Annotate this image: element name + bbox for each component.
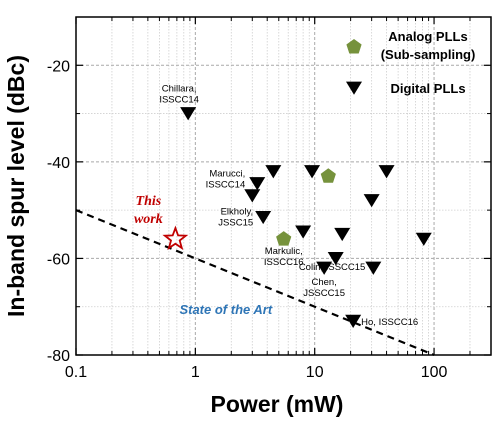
x-tick-label: 1 [191, 364, 200, 381]
analog-pll-marker [276, 231, 292, 246]
point-annotation: JSSCC15 [303, 288, 345, 299]
digital-pll-marker [334, 227, 351, 242]
x-tick-label: 10 [306, 364, 324, 381]
legend-analog-marker [346, 39, 362, 54]
digital-pll-marker [255, 210, 272, 225]
point-annotation: ISSCC14 [206, 180, 246, 191]
x-tick-label: 0.1 [65, 364, 87, 381]
x-tick-label: 100 [421, 364, 448, 381]
digital-pll-marker [180, 107, 197, 121]
this-work-label: This [136, 194, 162, 209]
annotation-layer: State of the Art Markulic,ISSCC16 Chillara… [134, 84, 418, 329]
state-of-art-label: State of the Art [179, 302, 272, 317]
legend: Analog PLLs (Sub-sampling) Digital PLLs [346, 29, 475, 96]
point-annotation: Ho, ISSCC16 [361, 317, 418, 328]
grid-layer [76, 17, 491, 355]
point-annotation: Chillara, [162, 84, 197, 95]
digital-pll-marker [345, 314, 362, 328]
digital-pll-marker [249, 177, 266, 191]
legend-label: (Sub-sampling) [381, 47, 476, 62]
legend-label: Digital PLLs [390, 81, 465, 96]
y-axis-title: In-band spur level (dBc) [3, 55, 29, 317]
point-annotation: Marucci, [209, 169, 245, 180]
this-work-label: work [134, 212, 163, 227]
digital-pll-marker [365, 261, 382, 275]
digital-pll-marker [316, 261, 333, 275]
point-annotation: Chen, [311, 277, 336, 288]
digital-pll-marker [265, 165, 282, 179]
point-annotation: ISSCC14 [159, 95, 199, 106]
point-annotation: ISSCC16 [264, 257, 304, 268]
plot-frame [75, 16, 492, 356]
y-tick-label: -40 [47, 155, 70, 172]
axis-layer: 0.1 1 10 100 -20 -40 -60 -80 [47, 16, 492, 381]
digital-pll-marker [378, 165, 395, 179]
y-tick-label: -20 [47, 58, 70, 75]
x-axis-title: Power (mW) [211, 391, 344, 417]
digital-pll-marker [304, 165, 321, 179]
y-tick-label: -80 [47, 348, 70, 365]
y-tick-label: -60 [47, 251, 70, 268]
digital-pll-marker [363, 194, 380, 208]
marker-layer [162, 107, 432, 328]
analog-pll-marker [320, 168, 336, 183]
point-annotation: JSSC15 [218, 217, 253, 228]
point-annotation: Colin, ISSCC15 [299, 262, 366, 273]
legend-digital-marker [346, 81, 362, 95]
trend-line-layer [75, 209, 435, 357]
state-of-art-trend-line [75, 209, 435, 357]
this-work-marker [162, 225, 189, 251]
digital-pll-marker [244, 189, 261, 203]
digital-pll-marker [327, 252, 344, 266]
legend-label: Analog PLLs [388, 29, 467, 44]
point-annotation: Elkholy, [221, 206, 254, 217]
point-annotation: Markulic, [265, 246, 303, 257]
digital-pll-marker [415, 232, 432, 246]
digital-pll-marker [295, 225, 312, 239]
